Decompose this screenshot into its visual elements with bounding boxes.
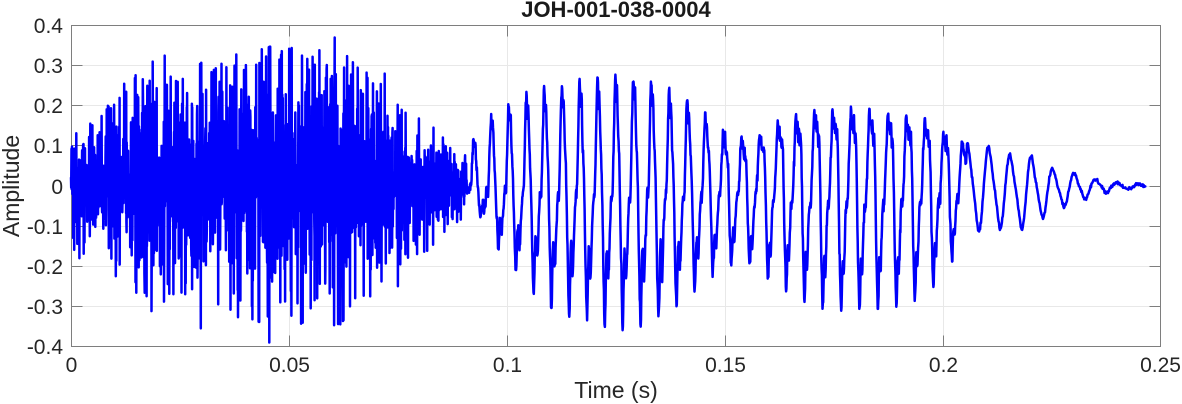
svg-text:0.4: 0.4 bbox=[34, 15, 64, 38]
svg-text:0.05: 0.05 bbox=[269, 354, 310, 377]
svg-text:Amplitude: Amplitude bbox=[0, 135, 24, 237]
svg-text:0: 0 bbox=[51, 176, 63, 199]
svg-text:-0.4: -0.4 bbox=[27, 336, 64, 359]
svg-text:JOH-001-038-0004: JOH-001-038-0004 bbox=[521, 0, 711, 22]
svg-text:-0.2: -0.2 bbox=[27, 256, 63, 279]
svg-text:Time (s): Time (s) bbox=[574, 377, 657, 403]
svg-text:0.1: 0.1 bbox=[34, 135, 63, 158]
svg-text:-0.3: -0.3 bbox=[27, 296, 63, 319]
svg-text:-0.1: -0.1 bbox=[27, 216, 63, 239]
svg-text:0: 0 bbox=[66, 354, 78, 377]
svg-text:0.25: 0.25 bbox=[1140, 354, 1181, 377]
svg-text:0.1: 0.1 bbox=[493, 354, 522, 377]
svg-text:0.3: 0.3 bbox=[34, 55, 63, 78]
svg-text:0.2: 0.2 bbox=[929, 354, 958, 377]
svg-text:0.2: 0.2 bbox=[34, 95, 63, 118]
svg-text:0.15: 0.15 bbox=[705, 354, 746, 377]
